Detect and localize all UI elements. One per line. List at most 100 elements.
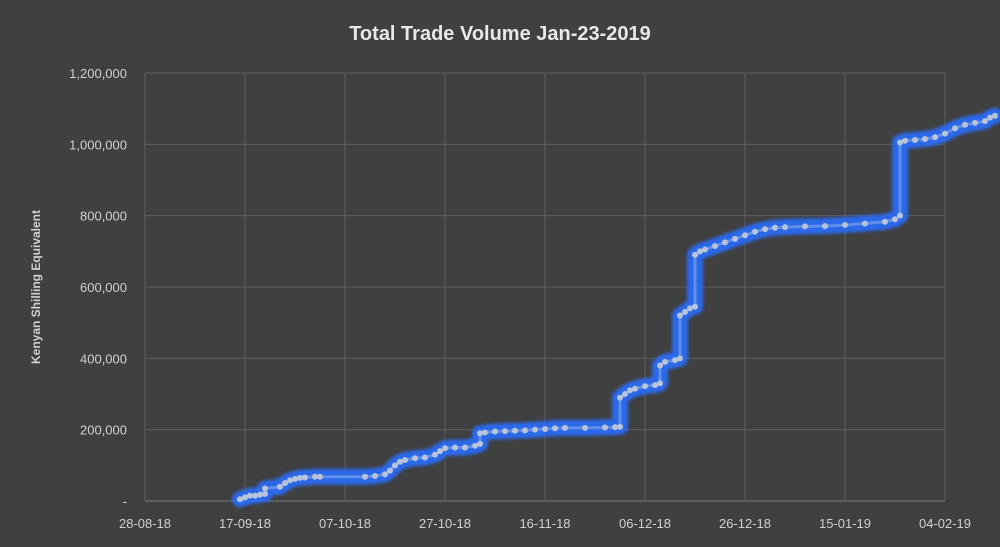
data-point xyxy=(642,383,648,390)
data-point xyxy=(317,473,323,480)
data-point xyxy=(262,490,268,497)
data-point xyxy=(477,430,483,437)
y-tick-label: 1,000,000 xyxy=(69,137,127,152)
data-point xyxy=(282,480,288,487)
data-point xyxy=(297,474,303,481)
data-point xyxy=(657,380,663,387)
data-point xyxy=(882,218,888,225)
data-point xyxy=(897,139,903,146)
y-tick-label: 800,000 xyxy=(80,209,127,224)
data-point xyxy=(462,444,468,451)
y-tick-label: - xyxy=(123,494,127,509)
data-point xyxy=(292,475,298,482)
data-point xyxy=(247,492,253,499)
x-tick-label: 15-01-19 xyxy=(819,516,871,531)
data-point xyxy=(922,135,928,142)
data-point xyxy=(677,312,683,319)
data-point xyxy=(662,358,668,365)
data-point xyxy=(632,385,638,392)
data-point xyxy=(402,456,408,463)
series-line xyxy=(239,114,996,501)
data-point xyxy=(452,444,458,451)
data-point xyxy=(312,473,318,480)
data-point xyxy=(522,427,528,434)
y-tick-label: 200,000 xyxy=(80,423,127,438)
data-point xyxy=(477,440,483,447)
data-point xyxy=(697,248,703,255)
data-point xyxy=(372,473,378,480)
data-point xyxy=(617,394,623,401)
data-point xyxy=(702,246,708,253)
x-tick-label: 06-12-18 xyxy=(619,516,671,531)
x-tick-label: 26-12-18 xyxy=(719,516,771,531)
data-point xyxy=(942,130,948,137)
x-tick-label: 07-10-18 xyxy=(319,516,371,531)
data-point xyxy=(862,220,868,227)
y-tick-label: 1,200,000 xyxy=(69,66,127,81)
data-point xyxy=(582,424,588,431)
data-point xyxy=(502,428,508,435)
data-point xyxy=(542,425,548,432)
data-point xyxy=(432,451,438,458)
data-point xyxy=(742,232,748,239)
data-point xyxy=(397,458,403,465)
data-point xyxy=(822,223,828,230)
series-glow xyxy=(232,107,1000,508)
data-point xyxy=(512,427,518,434)
data-point xyxy=(712,242,718,249)
data-point xyxy=(422,454,428,461)
data-point xyxy=(482,429,488,436)
data-point xyxy=(782,224,788,231)
y-tick-label: 600,000 xyxy=(80,280,127,295)
data-point xyxy=(772,224,778,231)
data-point xyxy=(987,114,993,121)
x-tick-label: 27-10-18 xyxy=(419,516,471,531)
data-point xyxy=(902,137,908,144)
data-point xyxy=(437,448,443,455)
data-point xyxy=(612,424,618,431)
data-point xyxy=(412,455,418,462)
data-point xyxy=(732,235,738,242)
data-point xyxy=(682,308,688,315)
data-point xyxy=(677,355,683,362)
y-axis-label: Kenyan Shilling Equivalent xyxy=(29,210,43,364)
data-point xyxy=(687,305,693,312)
chart-title: Total Trade Volume Jan-23-2019 xyxy=(349,23,651,45)
data-point xyxy=(932,134,938,141)
data-point xyxy=(722,239,728,246)
data-point xyxy=(762,226,768,233)
data-point xyxy=(492,428,498,435)
data-point xyxy=(672,357,678,364)
data-point xyxy=(802,223,808,230)
data-point xyxy=(912,137,918,144)
data-point xyxy=(387,467,393,474)
data-point xyxy=(692,251,698,258)
data-point xyxy=(842,221,848,228)
data-point xyxy=(302,474,308,481)
data-point xyxy=(362,473,368,480)
data-point xyxy=(562,424,568,431)
data-point xyxy=(252,492,258,499)
data-point xyxy=(652,382,658,389)
x-tick-label: 17-09-18 xyxy=(219,516,271,531)
data-point xyxy=(897,212,903,219)
data-point xyxy=(262,485,268,492)
x-tick-label: 16-11-18 xyxy=(519,516,570,531)
data-point xyxy=(992,112,998,119)
data-point xyxy=(472,442,478,449)
data-point xyxy=(237,496,243,503)
data-point xyxy=(617,423,623,430)
data-point xyxy=(752,228,758,235)
data-point xyxy=(952,125,958,132)
data-point xyxy=(382,471,388,478)
data-point xyxy=(552,425,558,432)
data-point xyxy=(392,462,398,469)
data-point xyxy=(602,424,608,431)
data-point xyxy=(892,216,898,223)
data-point xyxy=(622,391,628,397)
data-point xyxy=(257,491,263,498)
x-tick-label: 04-02-19 xyxy=(919,516,971,531)
data-point xyxy=(657,362,663,369)
y-tick-label: 400,000 xyxy=(80,351,127,366)
